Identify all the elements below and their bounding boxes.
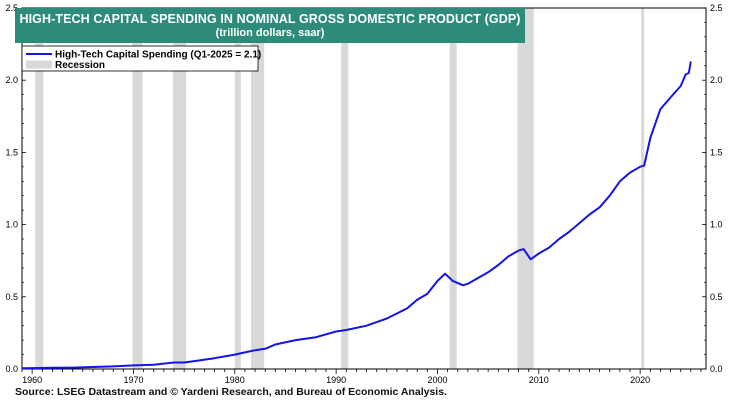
x-tick-label: 1980 bbox=[225, 375, 245, 385]
y-tick-label-left: 0.0 bbox=[5, 364, 18, 374]
recession-band-6 bbox=[449, 8, 457, 369]
recession-bands bbox=[35, 8, 645, 369]
series-line-high-tech-capital-spending bbox=[21, 61, 692, 370]
recession-band-1 bbox=[132, 8, 143, 369]
axes: 1960 1970 1980 1990 2000 2010 2020 0.0 0.0 0.5 0.5… bbox=[5, 3, 722, 385]
y-tick-label-right: 1.0 bbox=[710, 220, 723, 230]
y-tick-label-left: 2.5 bbox=[5, 3, 18, 13]
y-tick-label-right: 0.5 bbox=[710, 292, 723, 302]
recession-band-7 bbox=[517, 8, 534, 369]
recession-band-4 bbox=[251, 8, 265, 369]
y-tick-label-left: 0.5 bbox=[5, 292, 18, 302]
recession-band-0 bbox=[35, 8, 44, 369]
legend: High-Tech Capital Spending (Q1-2025 = 2.… bbox=[21, 45, 261, 72]
y-tick-label-right: 2.5 bbox=[710, 3, 723, 13]
recession-band-8 bbox=[641, 8, 645, 369]
x-tick-label: 2000 bbox=[427, 375, 447, 385]
x-tick-label: 2010 bbox=[529, 375, 549, 385]
y-tick-label-left: 1.0 bbox=[5, 220, 18, 230]
y-tick-label-left: 1.5 bbox=[5, 147, 18, 157]
y-tick-label-right: 0.0 bbox=[710, 364, 723, 374]
legend-label-recession: Recession bbox=[55, 60, 105, 71]
chart-subtitle: (trillion dollars, saar) bbox=[215, 27, 325, 39]
recession-band-2 bbox=[172, 8, 187, 369]
series-layer bbox=[21, 61, 692, 370]
legend-box bbox=[21, 45, 259, 72]
legend-label-series: High-Tech Capital Spending (Q1-2025 = 2.… bbox=[55, 50, 261, 61]
y-tick-label-right: 2.0 bbox=[710, 75, 723, 85]
recession-band-3 bbox=[234, 8, 241, 369]
x-tick-label: 1990 bbox=[326, 375, 346, 385]
legend-recession-swatch bbox=[26, 60, 52, 69]
y-tick-label-left: 2.0 bbox=[5, 75, 18, 85]
x-tick-label: 1960 bbox=[22, 375, 42, 385]
chart-title-box: HIGH-TECH CAPITAL SPENDING IN NOMINAL GR… bbox=[15, 8, 525, 43]
y-tick-label-right: 1.5 bbox=[710, 147, 723, 157]
chart-title: HIGH-TECH CAPITAL SPENDING IN NOMINAL GR… bbox=[19, 12, 521, 26]
source-note: Source: LSEG Datastream and © Yardeni Re… bbox=[15, 386, 447, 398]
x-tick-label: 2020 bbox=[630, 375, 650, 385]
recession-band-5 bbox=[341, 8, 349, 369]
x-tick-label: 1970 bbox=[123, 375, 143, 385]
